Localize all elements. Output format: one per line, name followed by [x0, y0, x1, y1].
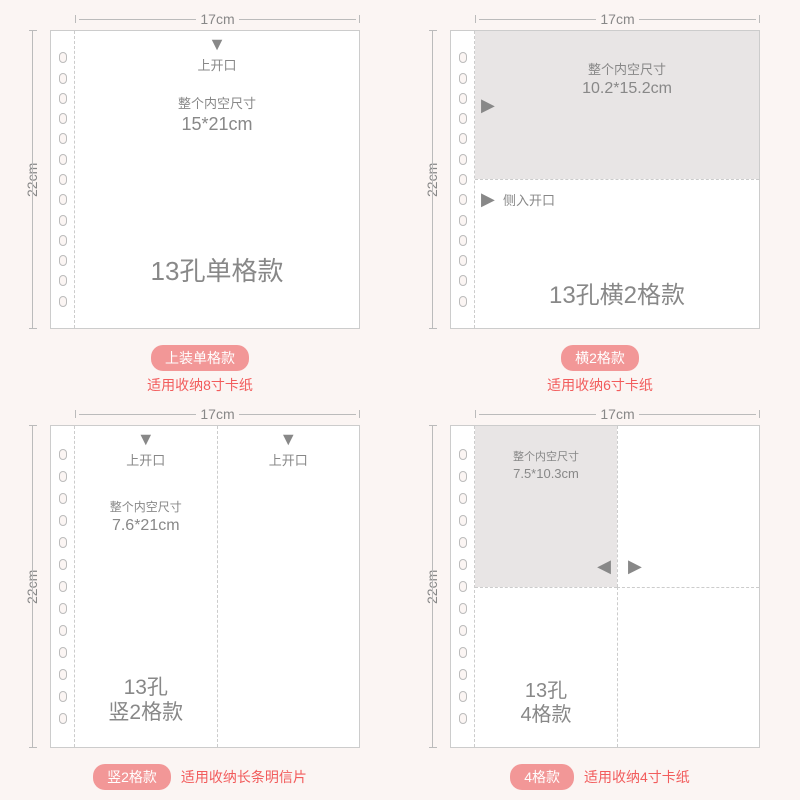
- opening-label: 上开口: [75, 450, 217, 469]
- pocket-bottom: ▶ 侧入开口 13孔横2格款: [475, 179, 759, 328]
- pocket-br: [617, 587, 759, 748]
- pocket-area: ▶ 整个内空尺寸 10.2*15.2cm ▶ 侧入开口 13孔横2格款: [475, 31, 759, 328]
- width-dimension: 17cm: [475, 10, 760, 28]
- variant-badge: 4格款: [510, 764, 574, 790]
- inner-size-value: 10.2*15.2cm: [505, 80, 749, 98]
- arrow-right-icon: ▶: [628, 557, 642, 575]
- inner-size-value: 7.6*21cm: [79, 517, 213, 535]
- pocket-right: ▼ 上开口: [217, 426, 360, 747]
- width-label: 17cm: [200, 406, 234, 422]
- inner-size-value: 7.5*10.3cm: [481, 466, 611, 481]
- product-name: 13孔 4格款: [475, 679, 617, 727]
- diagram-grid4: 17cm 22cm 整个内空尺寸 7.5*10.3cm ◀ ▶ 13孔: [415, 405, 785, 760]
- arrow-down-icon: ▼: [218, 430, 360, 448]
- binding-strip: [451, 31, 475, 328]
- opening-label: 侧入开口: [503, 190, 555, 209]
- pocket-top: ▶ 整个内空尺寸 10.2*15.2cm: [475, 31, 759, 179]
- variant-badge: 竖2格款: [93, 764, 171, 790]
- variant-badge: 上装单格款: [151, 345, 249, 371]
- diagram-horiz2: 17cm 22cm ▶ 整个内空尺寸 10.2*15.2cm ▶ 侧入开口 13…: [415, 10, 785, 341]
- binding-strip: [51, 31, 75, 328]
- width-dimension: 17cm: [475, 405, 760, 423]
- sheet: 整个内空尺寸 7.5*10.3cm ◀ ▶ 13孔 4格款: [450, 425, 760, 748]
- usage-text: 适用收纳4寸卡纸: [584, 767, 690, 787]
- pocket-area: ▼ 上开口 整个内空尺寸 7.6*21cm 13孔 竖2格款 ▼ 上开口: [75, 426, 359, 747]
- usage-text: 适用收纳8寸卡纸: [147, 375, 253, 395]
- height-dimension-line: [432, 30, 433, 329]
- product-name: 13孔横2格款: [475, 275, 759, 310]
- inner-size-label: 整个内空尺寸: [481, 448, 611, 464]
- width-dimension: 17cm: [75, 405, 360, 423]
- arrow-right-icon: ▶: [481, 190, 495, 208]
- arrow-right-icon: ▶: [481, 96, 495, 114]
- panel-horiz2: 17cm 22cm ▶ 整个内空尺寸 10.2*15.2cm ▶ 侧入开口 13…: [415, 10, 785, 395]
- height-dimension-line: [432, 425, 433, 748]
- diagram-single: 17cm 22cm ▼ 上开口 整个内空尺寸 15*21cm 13孔单格款: [15, 10, 385, 341]
- usage-text: 适用收纳长条明信片: [181, 767, 307, 787]
- caption-row: 竖2格款 适用收纳长条明信片: [15, 764, 385, 790]
- width-label: 17cm: [600, 11, 634, 27]
- caption-row: 4格款 适用收纳4寸卡纸: [415, 764, 785, 790]
- pocket-tr: ▶: [617, 426, 759, 587]
- caption-row: 横2格款 适用收纳6寸卡纸: [415, 345, 785, 395]
- panel-single: 17cm 22cm ▼ 上开口 整个内空尺寸 15*21cm 13孔单格款 上装…: [15, 10, 385, 395]
- caption-row: 上装单格款 适用收纳8寸卡纸: [15, 345, 385, 395]
- pocket-bl: 13孔 4格款: [475, 587, 617, 748]
- height-dimension-line: [32, 30, 33, 329]
- panel-vert2: 17cm 22cm ▼ 上开口 整个内空尺寸 7.6*21cm 13孔 竖2格款…: [15, 405, 385, 790]
- inner-size-label: 整个内空尺寸: [505, 59, 749, 78]
- inner-size-label: 整个内空尺寸: [79, 498, 213, 515]
- pocket-left: ▼ 上开口 整个内空尺寸 7.6*21cm 13孔 竖2格款: [75, 426, 217, 747]
- product-name: 13孔单格款: [75, 251, 359, 288]
- sheet: ▼ 上开口 整个内空尺寸 15*21cm 13孔单格款: [50, 30, 360, 329]
- width-dimension: 17cm: [75, 10, 360, 28]
- pocket-tl: 整个内空尺寸 7.5*10.3cm ◀: [475, 426, 617, 587]
- product-name: 13孔 竖2格款: [75, 675, 217, 725]
- panel-grid4: 17cm 22cm 整个内空尺寸 7.5*10.3cm ◀ ▶ 13孔: [415, 405, 785, 790]
- width-label: 17cm: [600, 406, 634, 422]
- pocket-area: 整个内空尺寸 7.5*10.3cm ◀ ▶ 13孔 4格款: [475, 426, 759, 747]
- width-label: 17cm: [200, 11, 234, 27]
- diagram-vert2: 17cm 22cm ▼ 上开口 整个内空尺寸 7.6*21cm 13孔 竖2格款…: [15, 405, 385, 760]
- opening-label: 上开口: [218, 450, 360, 469]
- arrow-down-icon: ▼: [208, 34, 226, 54]
- binding-strip: [451, 426, 475, 747]
- binding-strip: [51, 426, 75, 747]
- height-dimension-line: [32, 425, 33, 748]
- pocket-area: ▼ 上开口 整个内空尺寸 15*21cm 13孔单格款: [75, 31, 359, 328]
- inner-size-value: 15*21cm: [75, 114, 359, 135]
- variant-badge: 横2格款: [561, 345, 639, 371]
- sheet: ▼ 上开口 整个内空尺寸 7.6*21cm 13孔 竖2格款 ▼ 上开口: [50, 425, 360, 748]
- arrow-left-icon: ◀: [597, 557, 611, 575]
- sheet: ▶ 整个内空尺寸 10.2*15.2cm ▶ 侧入开口 13孔横2格款: [450, 30, 760, 329]
- opening-label: 上开口: [75, 55, 359, 74]
- usage-text: 适用收纳6寸卡纸: [547, 375, 653, 395]
- inner-size-label: 整个内空尺寸: [75, 93, 359, 112]
- arrow-down-icon: ▼: [75, 430, 217, 448]
